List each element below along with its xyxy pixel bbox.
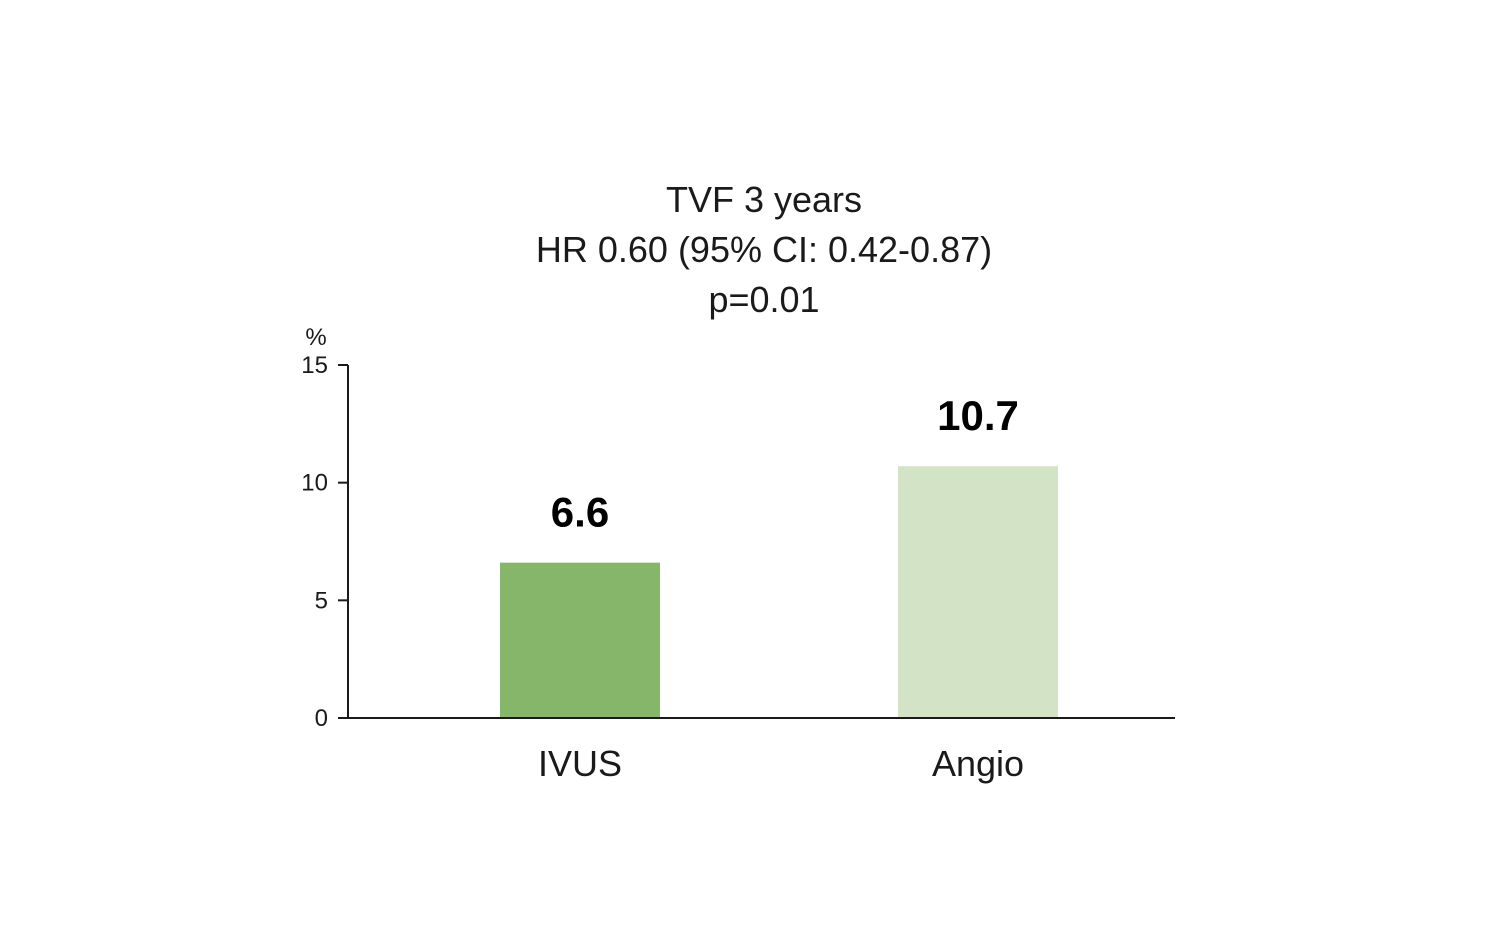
x-category-label: IVUS xyxy=(538,743,622,784)
data-label-ivus: 6.6 xyxy=(551,489,609,536)
bar-ivus xyxy=(500,562,660,718)
y-tick-label: 15 xyxy=(301,352,328,379)
chart-title-line-2: HR 0.60 (95% CI: 0.42-0.87) xyxy=(536,229,992,270)
plot-area: 0 5 10 15 6.6 IVUS 10.7 Angio xyxy=(301,352,1058,784)
chart-title-line-3: p=0.01 xyxy=(708,279,819,320)
y-tick-label: 10 xyxy=(301,470,328,497)
bar-angio xyxy=(898,466,1058,718)
y-axis-unit-label: % xyxy=(305,324,326,351)
y-tick-label: 0 xyxy=(315,705,328,732)
x-category-label: Angio xyxy=(932,743,1024,784)
y-tick-label: 5 xyxy=(315,587,328,614)
chart-title-line-1: TVF 3 years xyxy=(666,179,862,220)
data-label-angio: 10.7 xyxy=(937,392,1019,439)
